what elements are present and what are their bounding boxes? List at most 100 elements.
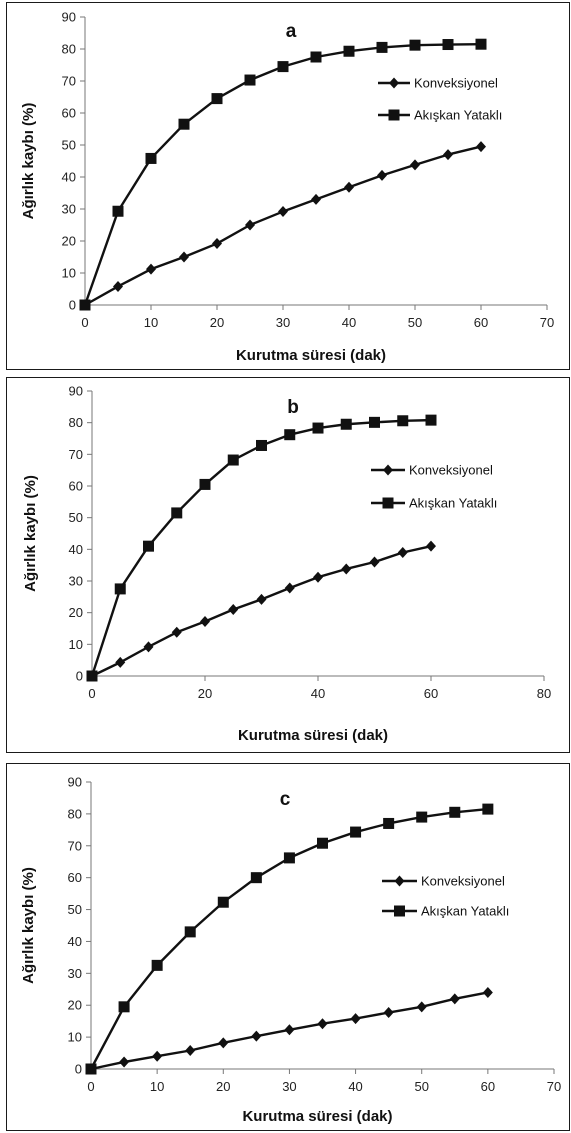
- x-tick-label: 0: [87, 1079, 94, 1094]
- chart-panel-c: 0 10 20 30 40 50 60 70 80 90 0 10 20 30 40 50 60 70 Kurutm…: [6, 763, 570, 1131]
- data-point-konveksiyonel: [113, 280, 123, 292]
- data-point-konveksiyonel: [171, 626, 182, 638]
- y-tick-label: 90: [62, 10, 76, 25]
- data-point-akiskan-yatakli: [442, 39, 454, 51]
- x-tick-label: 30: [282, 1079, 296, 1094]
- data-point-akiskan-yatakli: [340, 418, 352, 430]
- x-tick-label: 10: [150, 1079, 164, 1094]
- x-tick-label: 60: [474, 315, 488, 330]
- data-point-akiskan-yatakli: [277, 61, 289, 73]
- data-point-konveksiyonel: [218, 1037, 229, 1049]
- data-point-akiskan-yatakli: [449, 806, 461, 818]
- data-point-konveksiyonel: [251, 1030, 262, 1042]
- x-tick-label: 80: [537, 686, 551, 701]
- data-point-akiskan-yatakli: [310, 51, 322, 63]
- data-point-akiskan-yatakli: [256, 439, 267, 451]
- data-point-akiskan-yatakli: [416, 811, 428, 823]
- legend-marker-diamond: [389, 77, 399, 89]
- y-tick-label: 10: [69, 637, 83, 652]
- series-line-akiskan-yatakli: [90, 418, 432, 677]
- y-tick-label: 60: [62, 106, 76, 121]
- data-point-konveksiyonel: [119, 1056, 130, 1068]
- y-tick-label: 30: [62, 202, 76, 217]
- data-point-akiskan-yatakli: [79, 299, 91, 311]
- y-tick-label: 20: [68, 998, 82, 1013]
- data-point-akiskan-yatakli: [317, 837, 328, 849]
- data-point-akiskan-yatakli: [283, 852, 295, 864]
- legend-marker-diamond: [394, 875, 405, 887]
- y-tick-label: 70: [69, 447, 83, 462]
- x-tick-label: 40: [311, 686, 325, 701]
- x-tick-label: 50: [408, 315, 422, 330]
- y-tick-label: 40: [62, 170, 76, 185]
- data-point-konveksiyonel: [212, 238, 222, 250]
- x-axis-title: Kurutma süresi (dak): [238, 727, 388, 744]
- data-point-konveksiyonel: [341, 563, 352, 575]
- data-point-konveksiyonel: [185, 1045, 196, 1057]
- y-tick-label: 80: [68, 806, 82, 821]
- data-point-konveksiyonel: [383, 1007, 394, 1019]
- y-tick-label: 0: [75, 1062, 82, 1077]
- data-point-konveksiyonel: [313, 571, 323, 583]
- data-point-konveksiyonel: [228, 604, 239, 615]
- data-point-akiskan-yatakli: [376, 41, 388, 53]
- x-axis-title: Kurutma süresi (dak): [236, 347, 386, 364]
- y-axis-title: Ağırlık kaybı (%): [20, 103, 37, 220]
- y-tick-label: 10: [68, 1030, 82, 1045]
- data-point-konveksiyonel: [317, 1018, 328, 1030]
- y-tick-label: 10: [62, 266, 76, 281]
- data-point-konveksiyonel: [410, 159, 420, 171]
- data-point-konveksiyonel: [449, 993, 460, 1005]
- panel-label: a: [286, 21, 297, 42]
- y-tick-label: 30: [68, 966, 82, 981]
- data-point-konveksiyonel: [311, 193, 321, 205]
- data-point-konveksiyonel: [443, 149, 453, 161]
- y-tick-label: 70: [62, 74, 76, 89]
- data-point-konveksiyonel: [278, 206, 288, 218]
- legend-label: Akışkan Yataklı: [421, 904, 509, 919]
- data-point-konveksiyonel: [179, 251, 189, 263]
- y-axis-title: Ağırlık kaybı (%): [20, 867, 37, 984]
- chart-panel-b: 0 10 20 30 40 50 60 70 80 90 0 20 40 60 80 Kurutma süre…: [6, 377, 570, 753]
- chart-b: 0 10 20 30 40 50 60 70 80 90 0 20 40 60 80 Kurutma süre…: [22, 384, 551, 745]
- data-point-konveksiyonel: [245, 219, 255, 231]
- x-tick-label: 30: [276, 315, 290, 330]
- y-tick-label: 20: [62, 234, 76, 249]
- data-point-akiskan-yatakli: [227, 454, 239, 466]
- x-tick-label: 20: [216, 1079, 230, 1094]
- data-point-akiskan-yatakli: [184, 926, 196, 938]
- data-point-konveksiyonel: [200, 616, 210, 628]
- data-point-akiskan-yatakli: [397, 415, 409, 427]
- data-point-konveksiyonel: [344, 181, 354, 193]
- y-tick-label: 40: [68, 934, 82, 949]
- data-point-akiskan-yatakli: [425, 414, 437, 426]
- y-tick-label: 60: [69, 479, 83, 494]
- data-point-akiskan-yatakli: [118, 1001, 130, 1013]
- data-point-konveksiyonel: [146, 263, 156, 275]
- legend-marker-square: [388, 109, 400, 121]
- legend-label: Konveksiyonel: [409, 463, 493, 478]
- y-tick-label: 70: [68, 838, 82, 853]
- chart-c: 0 10 20 30 40 50 60 70 80 90 0 10 20 30 40 50 60 70 Kurutm…: [20, 775, 561, 1126]
- x-tick-label: 0: [81, 315, 88, 330]
- data-point-konveksiyonel: [426, 540, 436, 552]
- data-point-akiskan-yatakli: [211, 93, 223, 105]
- data-point-akiskan-yatakli: [284, 429, 296, 441]
- y-tick-label: 80: [62, 42, 76, 57]
- data-point-konveksiyonel: [416, 1001, 427, 1013]
- data-point-akiskan-yatakli: [114, 583, 126, 595]
- legend-marker-diamond: [383, 464, 393, 476]
- data-point-akiskan-yatakli: [145, 152, 157, 164]
- data-point-akiskan-yatakli: [369, 416, 380, 428]
- x-tick-label: 0: [88, 686, 95, 701]
- data-point-konveksiyonel: [115, 656, 126, 668]
- data-point-akiskan-yatakli: [383, 817, 395, 829]
- data-point-akiskan-yatakli: [151, 959, 163, 971]
- panel-label: c: [280, 789, 291, 810]
- data-point-akiskan-yatakli: [86, 670, 98, 682]
- y-tick-label: 30: [69, 574, 83, 589]
- panel-label: b: [287, 397, 299, 418]
- x-tick-label: 10: [144, 315, 158, 330]
- legend-label: Konveksiyonel: [421, 874, 505, 889]
- x-tick-label: 70: [547, 1079, 561, 1094]
